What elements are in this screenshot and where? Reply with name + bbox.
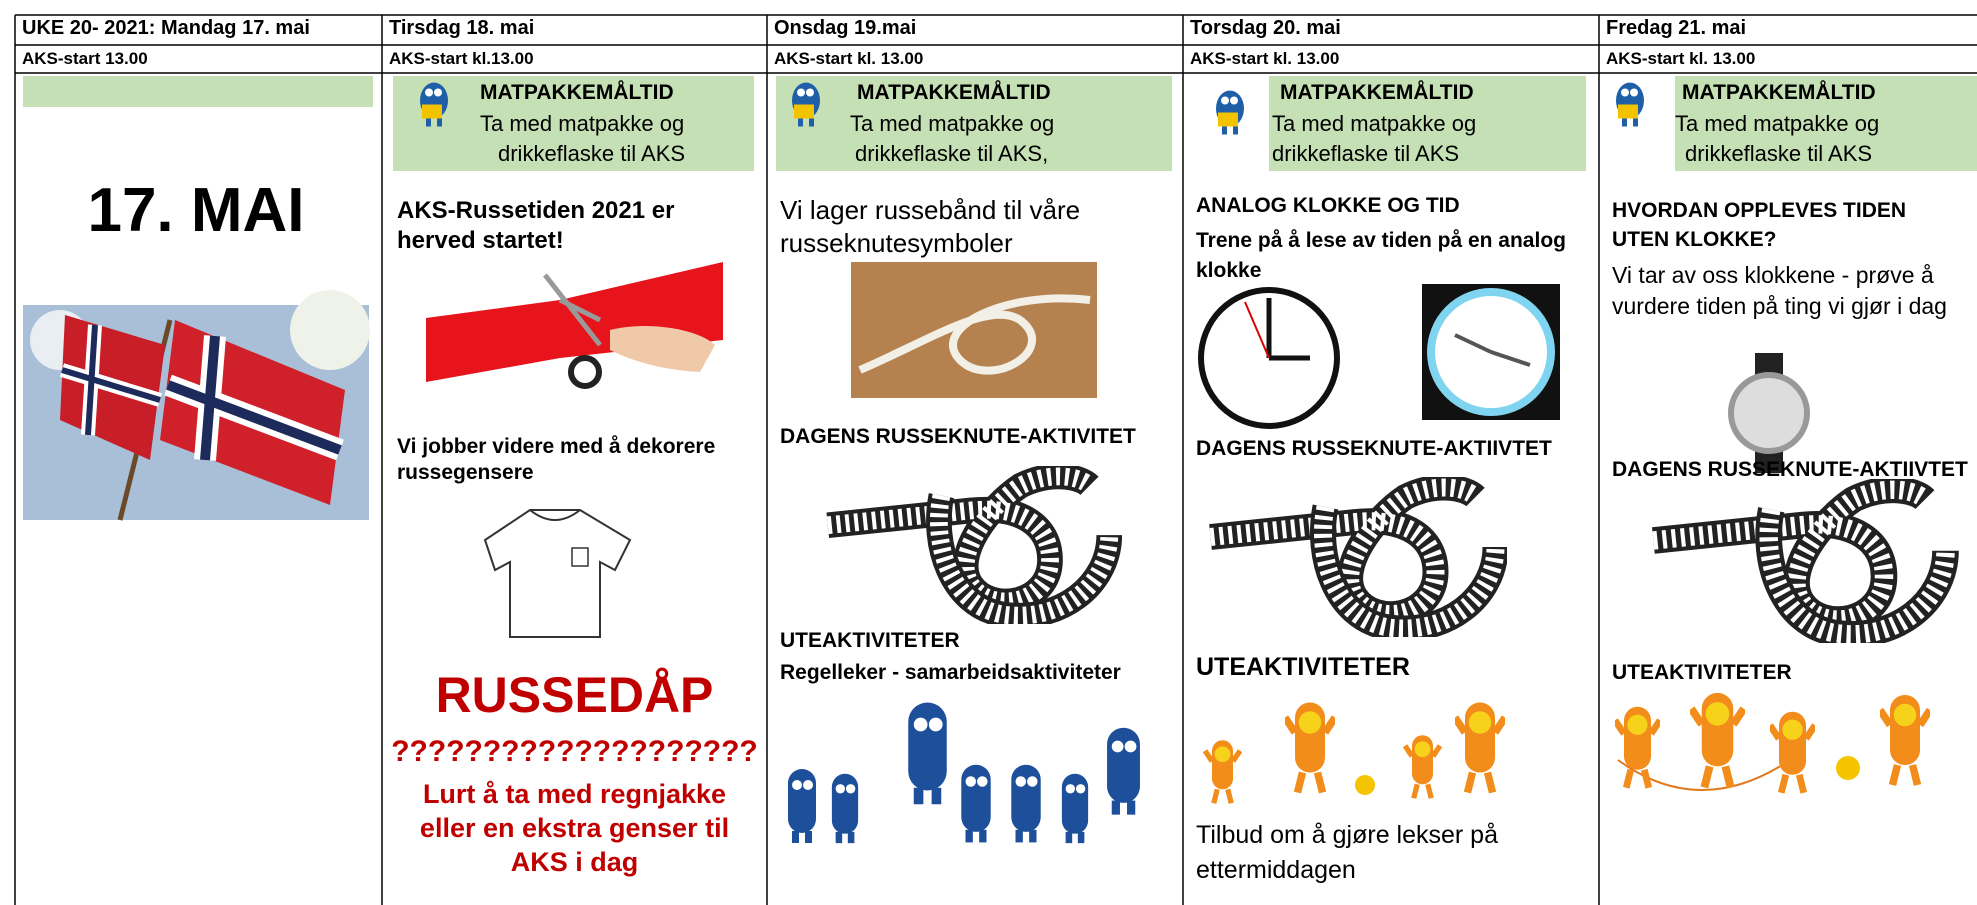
- lunch-text: Ta med matpakke og: [850, 110, 1054, 138]
- lunch-text: Ta med matpakke og: [480, 110, 684, 138]
- day-header: Tirsdag 18. mai: [389, 16, 534, 41]
- heading: DAGENS RUSSEKNUTE-AKTIVITET: [780, 424, 1136, 450]
- heading: Trene på å lese av tiden på en analog kl…: [1196, 226, 1586, 287]
- start-time: AKS-start kl. 13.00: [1606, 48, 1755, 69]
- holiday-title: 17. MAI: [23, 172, 369, 250]
- start-time: AKS-start 13.00: [22, 48, 148, 69]
- highlight: ????????????????????: [382, 733, 767, 771]
- day-header: Torsdag 20. mai: [1190, 16, 1341, 41]
- heading: DAGENS RUSSEKNUTE-AKTIIVTET: [1612, 457, 1968, 483]
- start-time: AKS-start kl.13.00: [389, 48, 534, 69]
- lunch-text: Ta med matpakke og: [1272, 110, 1476, 138]
- heading: ANALOG KLOKKE OG TID: [1196, 193, 1460, 219]
- friday-cell: HVORDAN OPPLEVES TIDEN UTEN KLOKKE? Vi t…: [1599, 73, 1977, 905]
- start-time: AKS-start kl. 13.00: [1190, 48, 1339, 69]
- text: Tilbud om å gjøre lekser på ettermiddage…: [1196, 818, 1526, 888]
- heading: AKS-Russetiden 2021 er herved startet!: [397, 196, 737, 256]
- heading: Vi jobber videre med å dekorere russegen…: [397, 434, 717, 487]
- day-header: Onsdag 19.mai: [774, 16, 916, 41]
- lunch-text: drikkeflaske til AKS,: [855, 140, 1048, 168]
- heading: DAGENS RUSSEKNUTE-AKTIIVTET: [1196, 436, 1552, 462]
- start-time: AKS-start kl. 13.00: [774, 48, 923, 69]
- lunch-title: MATPAKKEMÅLTID: [480, 80, 674, 106]
- heading: Regelleker - samarbeidsaktiviteter: [780, 660, 1121, 686]
- heading: HVORDAN OPPLEVES TIDEN UTEN KLOKKE?: [1612, 196, 1912, 255]
- heading: UTEAKTIVITETER: [1196, 652, 1410, 683]
- page: UKE 20- 2021: Mandag 17. mai Tirsdag 18.…: [0, 0, 1977, 905]
- note: Lurt å ta med regnjakke eller en ekstra …: [397, 778, 752, 879]
- lunch-text: drikkeflaske til AKS: [498, 140, 685, 168]
- lunch-title: MATPAKKEMÅLTID: [1280, 80, 1474, 106]
- day-header: UKE 20- 2021: Mandag 17. mai: [22, 16, 310, 41]
- text: Vi lager russebånd til våre russeknutesy…: [780, 194, 1100, 259]
- heading: UTEAKTIVITETER: [1612, 660, 1792, 686]
- day-header: Fredag 21. mai: [1606, 16, 1746, 41]
- lunch-title: MATPAKKEMÅLTID: [857, 80, 1051, 106]
- text: Vi tar av oss klokkene - prøve å vurdere…: [1612, 260, 1977, 322]
- lunch-text: drikkeflaske til AKS: [1272, 140, 1459, 168]
- highlight: RUSSEDÅP: [382, 664, 767, 727]
- heading: UTEAKTIVITETER: [780, 628, 960, 654]
